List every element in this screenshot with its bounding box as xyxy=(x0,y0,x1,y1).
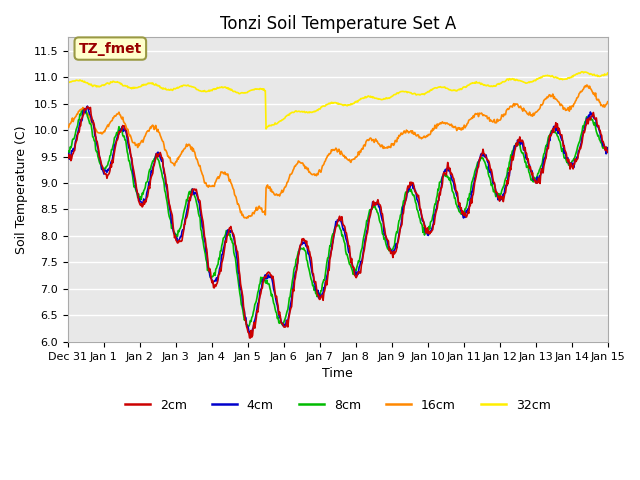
Legend: 2cm, 4cm, 8cm, 16cm, 32cm: 2cm, 4cm, 8cm, 16cm, 32cm xyxy=(120,394,556,417)
Text: TZ_fmet: TZ_fmet xyxy=(79,42,142,56)
Y-axis label: Soil Temperature (C): Soil Temperature (C) xyxy=(15,125,28,254)
Title: Tonzi Soil Temperature Set A: Tonzi Soil Temperature Set A xyxy=(220,15,456,33)
X-axis label: Time: Time xyxy=(323,367,353,380)
